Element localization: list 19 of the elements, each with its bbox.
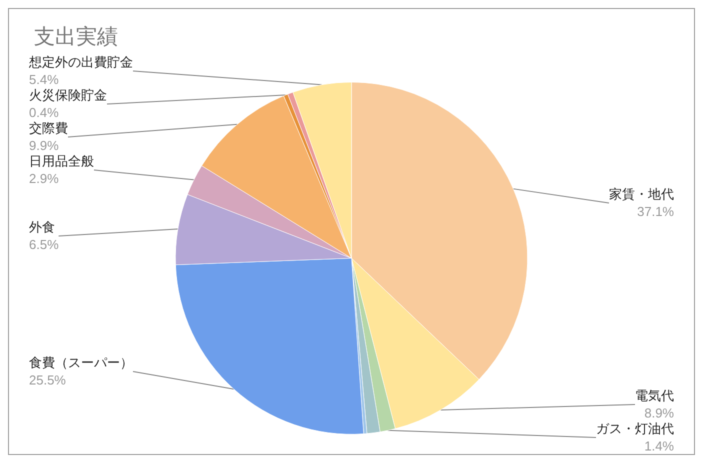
data-label: 25.5% [29, 372, 66, 388]
slice-label: 想定外の出費貯金 [28, 56, 133, 70]
data-label: 37.1% [637, 204, 674, 219]
data-label: 0.4% [29, 105, 60, 120]
data-label: 6.5% [29, 237, 60, 252]
slice-label: 日用品全般 [29, 154, 94, 170]
slice-label: 電気代 [635, 389, 674, 404]
slice-label: 外食 [29, 220, 55, 236]
data-label: 9.9% [29, 138, 60, 153]
data-label: 1.4% [644, 438, 674, 454]
slice-label: ガス・灯油代 [596, 422, 674, 437]
slice-label: 火災保険貯金 [29, 88, 107, 104]
data-label: 5.4% [29, 72, 60, 87]
chart-title: 支出実績 [34, 24, 118, 48]
slice-label: 食費（スーパー） [29, 356, 133, 371]
slice-label: 交際費 [29, 120, 68, 136]
slice-label: 家賃・地代 [609, 186, 674, 202]
data-label: 8.9% [644, 406, 674, 420]
data-label: 2.9% [29, 171, 60, 186]
